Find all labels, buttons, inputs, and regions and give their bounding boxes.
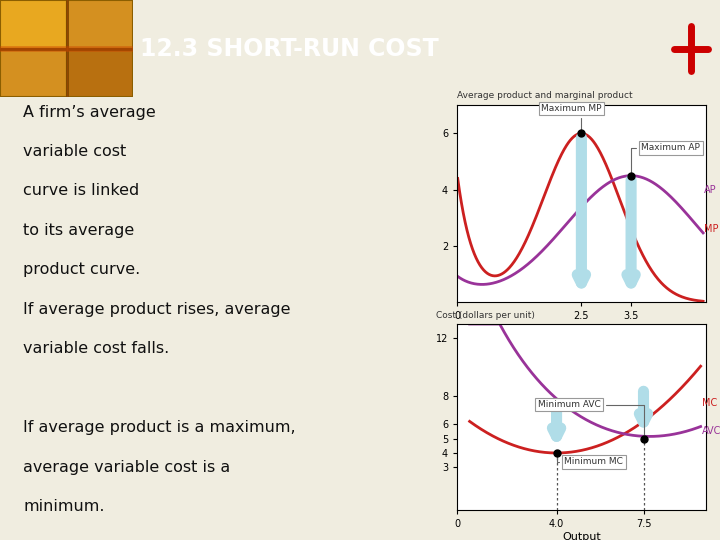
Text: product curve.: product curve. — [23, 262, 140, 278]
Text: average variable cost is a: average variable cost is a — [23, 460, 230, 475]
Text: MP: MP — [704, 224, 719, 234]
Text: Average product and marginal product: Average product and marginal product — [457, 91, 633, 100]
Text: variable cost falls.: variable cost falls. — [23, 341, 170, 356]
Text: A firm’s average: A firm’s average — [23, 105, 156, 119]
Text: Maximum AP: Maximum AP — [631, 143, 701, 173]
Text: AVC: AVC — [702, 427, 720, 436]
Text: Minimum AVC: Minimum AVC — [538, 400, 644, 436]
Text: AP: AP — [704, 185, 716, 195]
Bar — [66, 0, 133, 49]
Text: If average product is a maximum,: If average product is a maximum, — [23, 420, 296, 435]
Text: If average product rises, average: If average product rises, average — [23, 302, 291, 317]
Text: MC: MC — [702, 398, 717, 408]
X-axis label: Labor: Labor — [566, 324, 597, 334]
Text: Maximum MP: Maximum MP — [541, 104, 602, 131]
Bar — [0, 0, 66, 49]
X-axis label: Output: Output — [562, 532, 600, 540]
Bar — [66, 49, 133, 97]
Bar — [0, 49, 66, 97]
Text: to its average: to its average — [23, 223, 135, 238]
Text: Cost (dollars per unit): Cost (dollars per unit) — [436, 310, 534, 320]
Text: Minimum MC: Minimum MC — [557, 456, 624, 467]
Text: curve is linked: curve is linked — [23, 184, 140, 199]
Text: 12.3 SHORT-RUN COST: 12.3 SHORT-RUN COST — [140, 37, 438, 60]
Text: minimum.: minimum. — [23, 499, 105, 514]
Text: variable cost: variable cost — [23, 144, 127, 159]
